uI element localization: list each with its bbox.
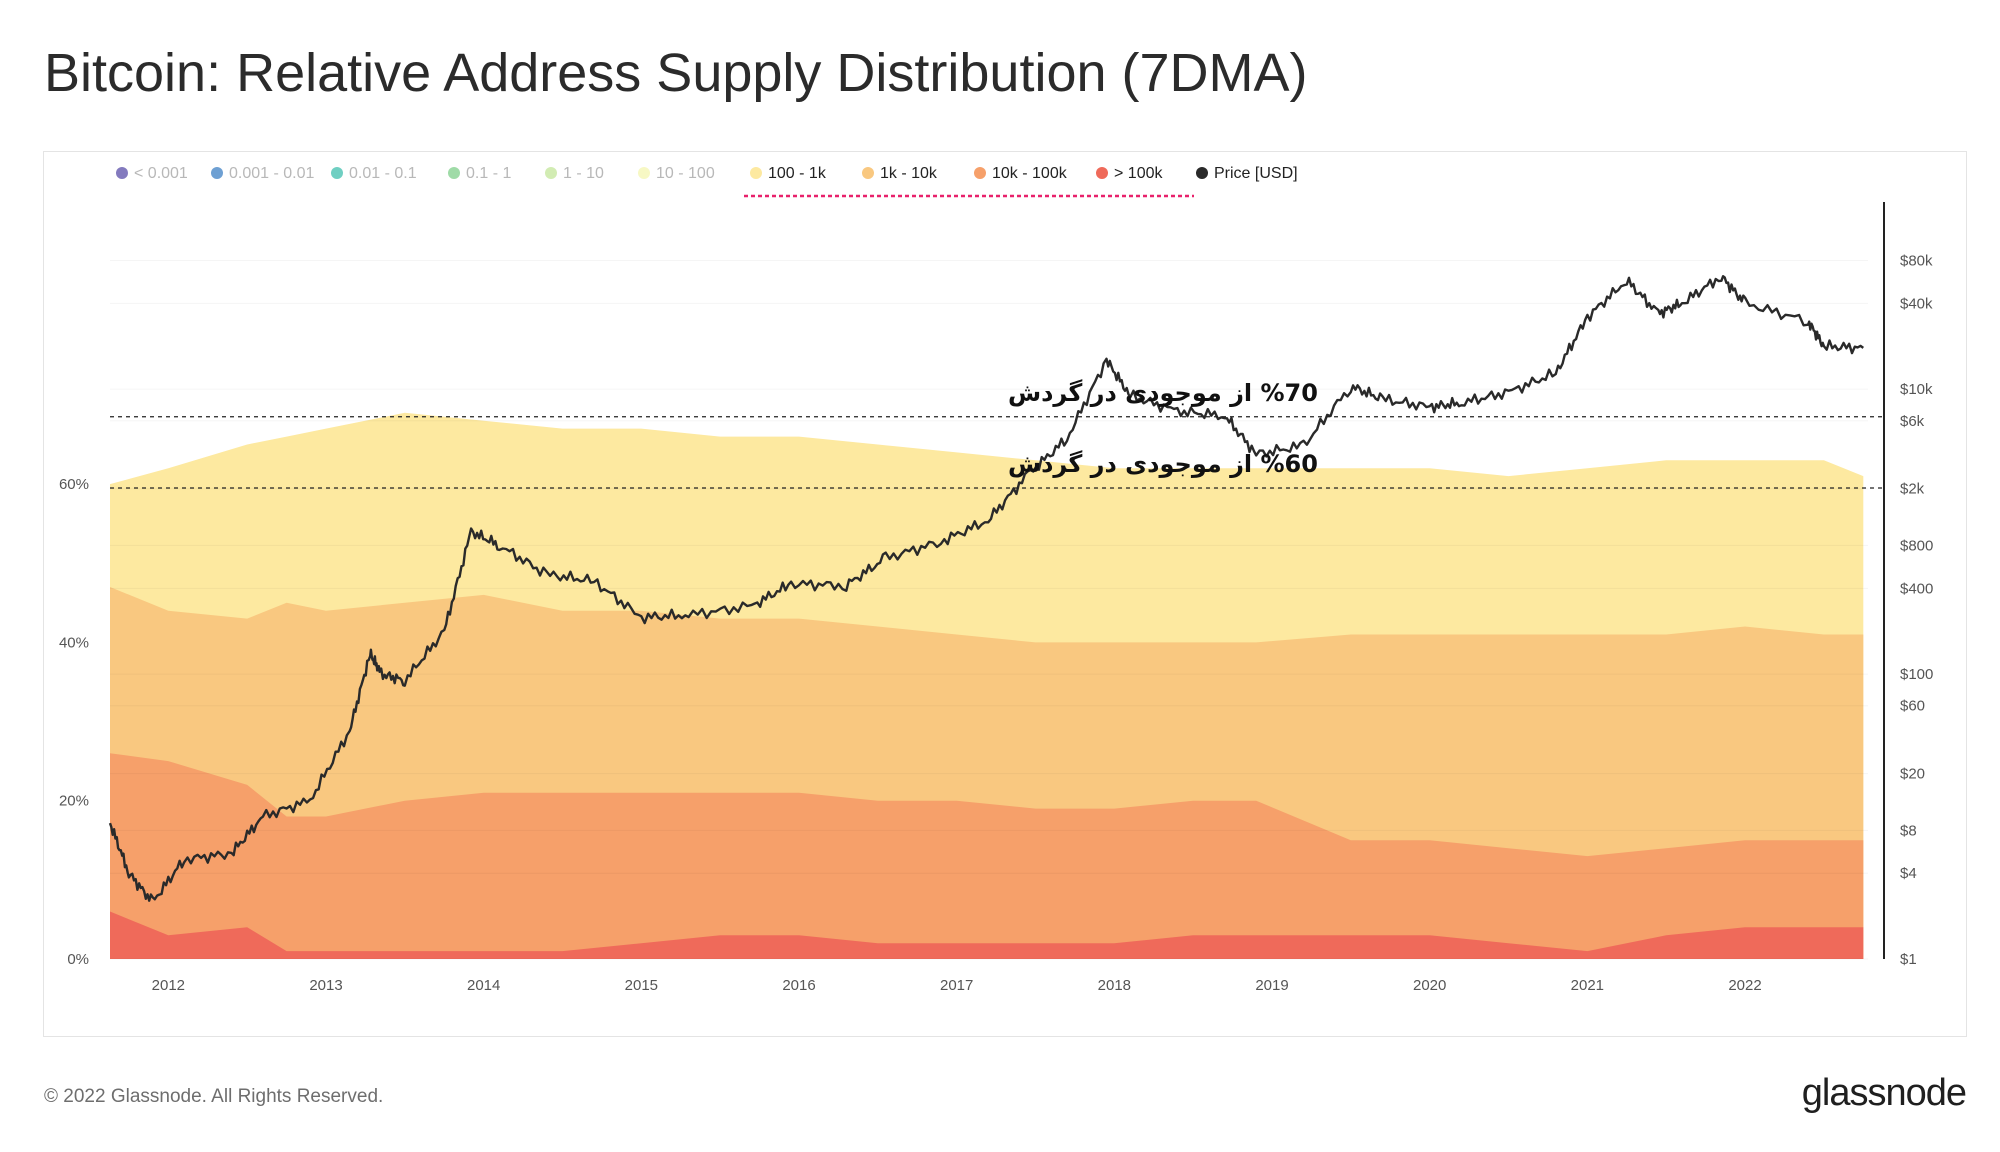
y-left-tick-label: 20% [59,793,89,810]
legend-label: 0.001 - 0.01 [229,165,315,182]
x-tick-label: 2015 [625,977,658,994]
copyright-text: © 2022 Glassnode. All Rights Reserved. [44,1086,384,1107]
legend-label: 10 - 100 [656,165,715,182]
x-tick-label: 2014 [467,977,500,994]
legend-item-8[interactable]: 1k - 10k [862,165,938,182]
x-tick-label: 2022 [1728,977,1761,994]
y-right-tick-label: $40k [1900,295,1933,312]
x-tick-label: 2016 [782,977,815,994]
legend-item-2[interactable]: 0.001 - 0.01 [211,165,315,182]
legend-dot [448,167,460,179]
x-tick-label: 2013 [309,977,342,994]
y-right-tick-label: $2k [1900,481,1925,498]
legend-label: 1 - 10 [563,165,604,182]
legend-label: 100 - 1k [768,165,827,182]
legend-label: > 100k [1114,165,1163,182]
x-tick-label: 2017 [940,977,973,994]
legend-dot [211,167,223,179]
y-right-tick-label: $80k [1900,253,1933,270]
annotation-1: %70 از موجودی در گردش [1008,379,1318,407]
legend-item-6[interactable]: 10 - 100 [638,165,715,182]
legend-dot [974,167,986,179]
legend-item-11[interactable]: Price [USD] [1196,165,1298,182]
x-tick-label: 2020 [1413,977,1446,994]
legend-label: Price [USD] [1214,165,1298,182]
x-tick-label: 2021 [1571,977,1604,994]
y-right-tick-label: $100 [1900,666,1933,683]
legend-dot [116,167,128,179]
y-right-tick-label: $20 [1900,766,1925,783]
legend-label: < 0.001 [134,165,188,182]
y-right-tick-label: $4 [1900,865,1917,882]
legend-dot [638,167,650,179]
legend-item-4[interactable]: 0.1 - 1 [448,165,511,182]
annotation-2: %60 از موجودی در گردش [1008,450,1318,478]
legend-dot [331,167,343,179]
y-right-tick-label: $800 [1900,537,1933,554]
legend-label: 10k - 100k [992,165,1068,182]
legend-dot [1196,167,1208,179]
legend-dot [545,167,557,179]
y-right-tick-label: $6k [1900,413,1925,430]
legend-label: 1k - 10k [880,165,938,182]
y-right-tick-label: $400 [1900,580,1933,597]
legend-item-5[interactable]: 1 - 10 [545,165,604,182]
legend-dot [862,167,874,179]
legend-item-3[interactable]: 0.01 - 0.1 [331,165,417,182]
brand-logo[interactable]: glassnode [1801,1072,1967,1114]
legend-item-7[interactable]: 100 - 1k [750,165,827,182]
legend-dot [750,167,762,179]
area-series--100k [110,911,1864,959]
y-right-tick-label: $1 [1900,951,1917,968]
y-left-tick-label: 0% [67,951,89,968]
legend-label: 0.01 - 0.1 [349,165,417,182]
y-left-tick-label: 40% [59,634,89,651]
legend-label: 0.1 - 1 [466,165,511,182]
legend-item-9[interactable]: 10k - 100k [974,165,1068,182]
chart-svg: glassnode 0%20%40%60%$1$4$8$20$60$100$40… [59,165,1933,994]
y-right-tick-label: $8 [1900,822,1917,839]
legend-dot [1096,167,1108,179]
page-title: Bitcoin: Relative Address Supply Distrib… [44,43,1308,103]
x-tick-label: 2019 [1255,977,1288,994]
legend-item-1[interactable]: < 0.001 [116,165,188,182]
chart-frame: glassnode 0%20%40%60%$1$4$8$20$60$100$40… [43,151,1967,1037]
y-left-tick-label: 60% [59,476,89,493]
legend-item-10[interactable]: > 100k [1096,165,1163,182]
area-series-10k-100k [110,753,1864,959]
y-right-tick-label: $60 [1900,698,1925,715]
y-right-tick-label: $10k [1900,381,1933,398]
price-line [108,275,1864,902]
x-tick-label: 2018 [1098,977,1131,994]
x-tick-label: 2012 [152,977,185,994]
